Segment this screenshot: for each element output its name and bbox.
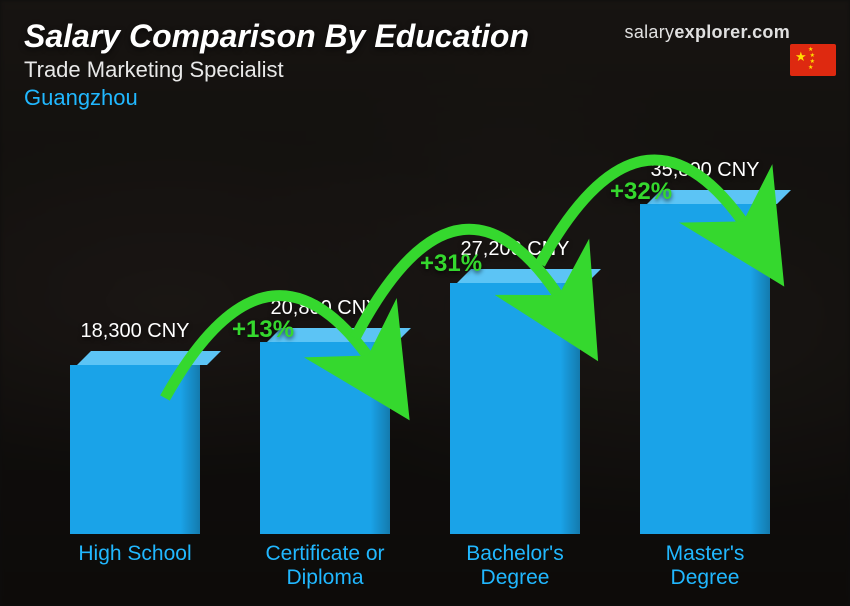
bar-chart: 18,300 CNY High School 20,800 CNY Certif… [40, 130, 800, 592]
chart-location: Guangzhou [24, 85, 826, 111]
china-flag-icon: ★ ★ ★ ★★ [790, 44, 836, 76]
brand-watermark: salaryexplorer.com [625, 22, 790, 43]
increase-arc [165, 296, 380, 398]
increase-arcs [40, 130, 800, 592]
chart-subtitle: Trade Marketing Specialist [24, 57, 826, 83]
brand-prefix: salary [625, 22, 675, 42]
increase-arc [355, 229, 570, 338]
increase-pct-label: +31% [420, 250, 482, 278]
increase-arc [540, 160, 755, 264]
increase-pct-label: +32% [610, 178, 672, 206]
increase-pct-label: +13% [232, 316, 294, 344]
brand-suffix: explorer.com [674, 22, 790, 42]
